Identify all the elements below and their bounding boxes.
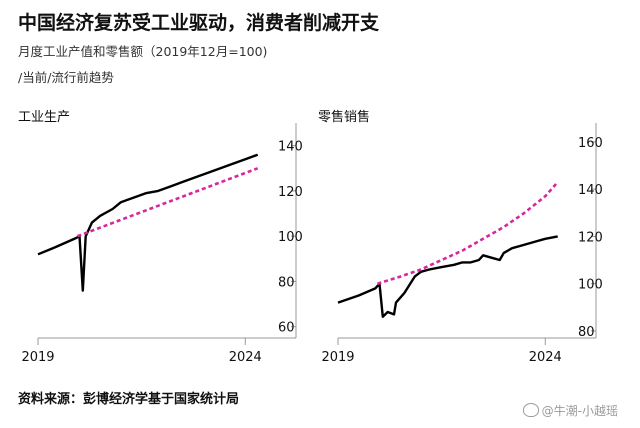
- watermark-text: @牛潮-小越瑶: [541, 404, 618, 418]
- panel-title-industrial: 工业生产: [18, 110, 71, 125]
- y-tick-label: 60: [278, 321, 295, 336]
- y-tick-label: 140: [278, 140, 303, 155]
- y-tick-label: 100: [278, 230, 303, 245]
- y-tick-label: 100: [578, 278, 603, 293]
- chart-panel-retail: 80 100 120 140 160 2019 2024: [321, 123, 603, 365]
- legend-text: /当前/流行前趋势: [18, 70, 114, 85]
- actual-series-line: [37, 153, 259, 292]
- chart-subtitle: 月度工业产值和零售额（2019年12月=100): [18, 44, 268, 59]
- trend-series-line: [377, 181, 559, 285]
- source-note: 资料来源：彭博经济学基于国家统计局: [18, 392, 240, 407]
- weibo-logo-icon: [522, 403, 539, 417]
- y-tick-label: 120: [278, 185, 303, 200]
- y-tick-label: 80: [578, 325, 595, 340]
- chart-panel-industrial: 60 80 100 120 140 2019 2024: [21, 123, 303, 365]
- x-tick-label: 2024: [529, 350, 562, 365]
- x-tick-label: 2019: [21, 350, 54, 365]
- x-tick-label: 2019: [321, 350, 354, 365]
- y-tick-label: 80: [278, 275, 295, 290]
- x-tick-label: 2024: [229, 350, 262, 365]
- y-tick-label: 140: [578, 183, 603, 198]
- y-tick-label: 160: [578, 136, 603, 151]
- actual-series-line: [337, 235, 558, 318]
- page-title: 中国经济复苏受工业驱动，消费者削减开支: [18, 12, 380, 34]
- watermark: @牛潮-小越瑶: [522, 402, 618, 419]
- y-tick-label: 120: [578, 230, 603, 245]
- trend-series-line: [76, 167, 259, 238]
- panel-title-retail: 零售销售: [318, 110, 371, 125]
